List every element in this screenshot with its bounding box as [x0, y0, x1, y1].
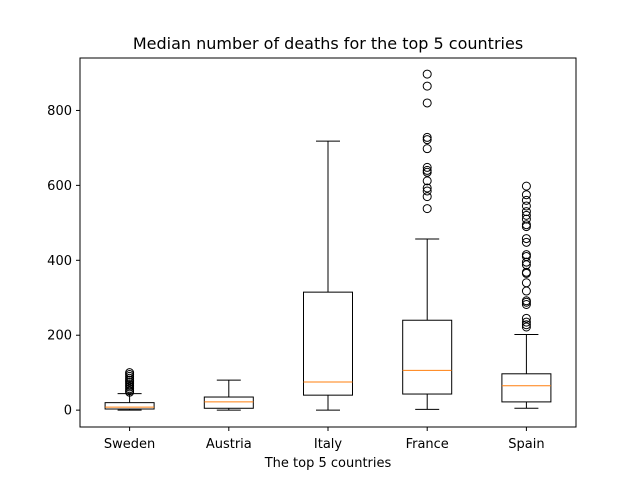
outlier-point	[125, 368, 135, 378]
outlier-point	[422, 144, 432, 154]
outlier-point	[422, 192, 432, 202]
x-tick-label: Spain	[508, 437, 544, 452]
outlier-point	[521, 210, 531, 220]
y-tick-label: 800	[47, 104, 72, 119]
outlier-point	[422, 165, 432, 175]
iqr-box	[104, 402, 155, 410]
outlier-point	[521, 220, 531, 230]
outlier-point	[521, 320, 531, 330]
outlier-point	[422, 186, 432, 196]
x-tick-label: Sweden	[104, 437, 155, 452]
x-axis-label: The top 5 countries	[264, 456, 392, 471]
x-tick-label: Italy	[314, 437, 343, 452]
plot-area: 0 200 400 600 800 Sweden Austria Italy France Spa…	[47, 57, 577, 452]
iqr-box	[501, 373, 552, 403]
x-tick-label: Austria	[206, 437, 252, 452]
outlier-point	[521, 250, 531, 260]
outlier-point	[521, 195, 531, 205]
outlier-point	[521, 190, 531, 200]
outlier-point	[422, 162, 432, 172]
outlier-point	[521, 267, 531, 277]
outlier-point	[521, 313, 531, 323]
outlier-point	[422, 81, 432, 91]
outlier-point	[521, 252, 531, 262]
outlier-point	[521, 286, 531, 296]
outlier-point	[521, 214, 531, 224]
iqr-box	[203, 396, 254, 409]
outlier-point	[521, 181, 531, 191]
outlier-point	[521, 237, 531, 247]
outlier-point	[422, 98, 432, 108]
outlier-point	[422, 204, 432, 214]
outlier-point	[521, 201, 531, 211]
iqr-box	[303, 291, 353, 396]
outlier-point	[521, 234, 531, 244]
outlier-point	[521, 257, 531, 267]
outlier-point	[422, 132, 432, 142]
outlier-point	[422, 176, 432, 186]
outlier-point	[521, 322, 531, 332]
y-tick-label: 400	[47, 254, 72, 269]
iqr-box	[402, 319, 453, 395]
outlier-point	[521, 222, 531, 232]
outlier-point	[422, 69, 432, 79]
outlier-point	[422, 167, 432, 177]
chart-title: Median number of deaths for the top 5 co…	[133, 34, 523, 53]
outlier-point	[422, 135, 432, 145]
outlier-point	[521, 278, 531, 288]
outlier-point	[521, 207, 531, 217]
outlier-point	[422, 183, 432, 193]
outlier-point	[521, 299, 531, 309]
y-tick-label: 600	[47, 179, 72, 194]
y-tick-label: 0	[64, 404, 72, 419]
outlier-point	[521, 317, 531, 327]
outlier-point	[521, 296, 531, 306]
x-tick-label: France	[406, 437, 449, 452]
y-tick-label: 200	[47, 329, 72, 344]
